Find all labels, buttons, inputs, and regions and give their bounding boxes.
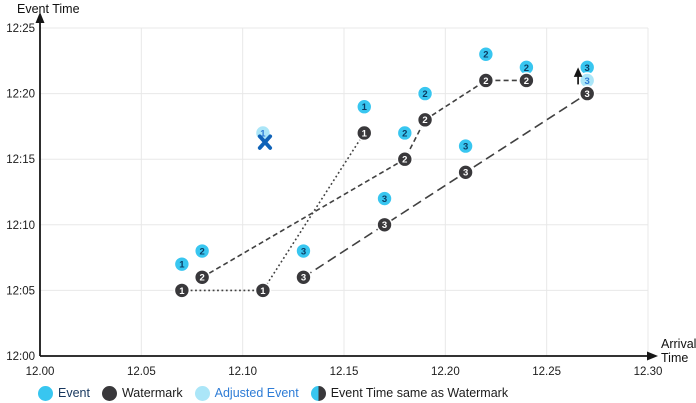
- x-tick-label: 12.25: [532, 366, 561, 378]
- event-point-label: 1: [362, 102, 368, 113]
- watermark-point: [578, 85, 596, 102]
- event-point-label: 2: [199, 246, 204, 257]
- watermark-point-label: 1: [362, 128, 368, 139]
- x-tick-label: 12.10: [228, 366, 257, 378]
- legend: Event Watermark Adjusted Event Event Tim…: [38, 383, 508, 403]
- watermark-point-label: 2: [402, 155, 407, 166]
- y-tick-label: 12:20: [6, 89, 35, 101]
- event-point-label: 2: [524, 63, 529, 74]
- y-tick-label: 12:25: [6, 23, 35, 35]
- event-point-label: 2: [422, 89, 427, 100]
- watermark-point-label: 2: [199, 273, 204, 284]
- x-tick-label: 12.20: [431, 366, 460, 378]
- watermark-point: [416, 111, 434, 129]
- event-point-label: 3: [382, 194, 387, 205]
- event-point-label: 2: [402, 128, 407, 139]
- watermark-point: [173, 282, 191, 299]
- watermark-point: [376, 216, 393, 234]
- x-axis-title: Arrival: [661, 337, 696, 351]
- legend-label-event-time-same-as-watermark: Event Time same as Watermark: [330, 386, 509, 400]
- watermark-point-label: 3: [585, 89, 590, 100]
- legend-label-adjusted-event: Adjusted Event: [214, 386, 299, 400]
- watermark-point: [193, 268, 211, 286]
- adjusted-event-swatch-icon: [194, 385, 210, 401]
- y-tick-label: 12:00: [6, 351, 35, 363]
- event-point-label: 3: [301, 246, 306, 257]
- y-tick-label: 12:10: [6, 220, 35, 232]
- event-point-label: 3: [463, 141, 468, 152]
- watermark-line-3: [303, 92, 588, 278]
- y-axis-arrowhead-icon: [35, 12, 45, 23]
- x-axis-title: Time: [661, 351, 688, 365]
- y-tick-label: 12:15: [6, 154, 35, 166]
- x-tick-label: 12.15: [330, 366, 359, 378]
- event-point: [457, 137, 474, 155]
- watermark-point-label: 1: [179, 286, 185, 297]
- event-point: [396, 124, 414, 142]
- watermark-point-label: 2: [524, 76, 529, 87]
- adjusted-point-label: 1: [260, 128, 266, 139]
- x-axis-arrowhead-icon: [647, 351, 658, 361]
- half-event-half-watermark-swatch-icon: [310, 385, 326, 401]
- watermark-point: [518, 72, 535, 89]
- dropped-event-x-icon: [257, 134, 273, 150]
- legend-item-watermark: Watermark: [101, 385, 183, 401]
- watermark-point: [396, 150, 414, 168]
- event-point-label: 1: [179, 260, 185, 271]
- watermark-point: [355, 124, 373, 142]
- watermark-point-label: 3: [301, 273, 306, 284]
- watermark-point: [254, 282, 272, 299]
- x-tick-label: 12.00: [26, 366, 55, 378]
- legend-item-event-time-same-as-watermark: Event Time same as Watermark: [310, 385, 509, 401]
- event-point-label: 2: [483, 50, 488, 61]
- x-tick-label: 12.05: [127, 366, 156, 378]
- legend-label-event: Event: [58, 386, 90, 400]
- watermark-point-label: 3: [463, 168, 468, 179]
- event-point: [355, 98, 373, 116]
- watermark-swatch-icon: [101, 385, 117, 401]
- event-point: [193, 242, 211, 260]
- watermark-point: [295, 268, 312, 286]
- adjusted-point-label: 3: [585, 76, 590, 87]
- watermark-line-1: [181, 132, 365, 292]
- event-point: [477, 45, 495, 63]
- legend-item-event: Event: [38, 385, 90, 401]
- watermark-point-label: 2: [483, 76, 488, 87]
- event-point: [173, 255, 191, 273]
- watermark-point-label: 3: [382, 220, 387, 231]
- event-point-label: 3: [585, 63, 590, 74]
- y-axis-title: Event Time: [17, 2, 80, 16]
- adjust-up-arrow-icon: [573, 67, 583, 77]
- watermark-point-label: 2: [422, 115, 427, 126]
- legend-item-adjusted-event: Adjusted Event: [194, 385, 299, 401]
- watermark-point: [477, 72, 495, 89]
- watermark-point: [457, 164, 474, 181]
- x-tick-label: 12.30: [634, 366, 663, 378]
- event-point: [376, 190, 393, 207]
- event-point: [295, 242, 312, 260]
- watermark-point-label: 1: [260, 286, 266, 297]
- y-tick-label: 12:05: [6, 285, 35, 297]
- event-point: [416, 85, 434, 102]
- event-swatch-icon: [38, 385, 53, 401]
- legend-label-watermark: Watermark: [121, 386, 183, 400]
- chart-canvas: 12.00 12.05 12.10 12.15 12.20 12.25 12.30 12:00…: [6, 2, 696, 378]
